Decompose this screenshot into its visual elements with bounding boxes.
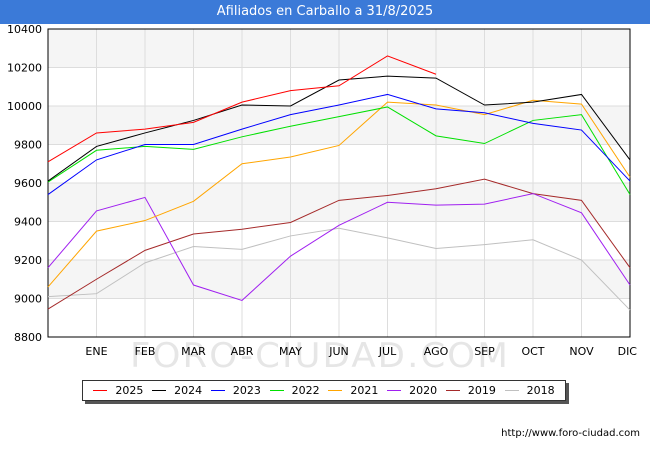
x-tick-label: ABR bbox=[231, 345, 254, 358]
x-tick-label: MAY bbox=[279, 345, 302, 358]
legend-label: 2025 bbox=[115, 384, 144, 397]
legend-item-2021: 2021 bbox=[328, 384, 378, 397]
legend-label: 2019 bbox=[467, 384, 496, 397]
y-tick-label: 10400 bbox=[7, 23, 42, 36]
x-tick-label: SEP bbox=[474, 345, 495, 358]
legend-item-2022: 2022 bbox=[269, 384, 320, 397]
series-line-2022 bbox=[47, 106, 631, 195]
legend-swatch bbox=[210, 390, 225, 391]
legend-swatch bbox=[504, 390, 519, 391]
x-tick-label: JUN bbox=[328, 345, 349, 358]
legend-label: 2021 bbox=[350, 384, 379, 397]
x-axis-ticks: ENE FEB MAR ABR MAY JUN JUL AGO SEP OCT NOV DIC bbox=[85, 345, 637, 358]
series-line-2023 bbox=[47, 93, 631, 195]
plot-frame bbox=[47, 28, 631, 338]
y-tick-label: 9200 bbox=[14, 254, 42, 267]
watermark: FORO-CIUDAD.COM bbox=[130, 336, 510, 376]
legend-item-2018: 2018 bbox=[504, 384, 555, 397]
legend-label: 2018 bbox=[526, 384, 555, 397]
x-tick-label: DIC bbox=[618, 345, 638, 358]
y-tick-label: 10200 bbox=[7, 62, 42, 75]
legend-swatch bbox=[328, 390, 343, 391]
legend-swatch bbox=[93, 390, 108, 391]
legend-swatch bbox=[269, 390, 284, 391]
legend-swatch bbox=[445, 390, 460, 391]
legend-label: 2024 bbox=[174, 384, 203, 397]
legend: 2025 2024 2023 2022 2021 2020 2019 2018 bbox=[82, 380, 566, 401]
x-tick-label: NOV bbox=[569, 345, 594, 358]
series-line-2025 bbox=[47, 55, 437, 163]
legend-item-2025: 2025 bbox=[93, 384, 143, 397]
legend-item-2023: 2023 bbox=[210, 384, 261, 397]
y-tick-label: 9400 bbox=[14, 216, 42, 229]
legend-swatch bbox=[152, 390, 167, 391]
x-tick-label: JUL bbox=[378, 345, 397, 358]
x-tick-label: ENE bbox=[85, 345, 107, 358]
legend-label: 2020 bbox=[409, 384, 438, 397]
y-tick-label: 10000 bbox=[7, 100, 42, 113]
legend-label: 2023 bbox=[232, 384, 261, 397]
series-line-2024 bbox=[47, 75, 631, 182]
source-url: http://www.foro-ciudad.com bbox=[501, 428, 640, 439]
y-axis-ticks: 8800 9000 9200 9400 9600 9800 10000 10200 10400 bbox=[7, 23, 42, 344]
chart-title: Afiliados en Carballo a 31/8/2025 bbox=[0, 0, 650, 24]
legend-item-2020: 2020 bbox=[387, 384, 437, 397]
x-tick-label: AGO bbox=[424, 345, 449, 358]
series-line-2021 bbox=[47, 99, 631, 288]
y-tick-label: 9000 bbox=[14, 293, 42, 306]
y-tick-label: 8800 bbox=[14, 331, 42, 344]
legend-label: 2022 bbox=[291, 384, 320, 397]
series-line-2020 bbox=[47, 193, 631, 301]
x-tick-label: FEB bbox=[135, 345, 156, 358]
legend-item-2024: 2024 bbox=[152, 384, 202, 397]
series-lines bbox=[47, 55, 631, 311]
x-tick-label: MAR bbox=[181, 345, 206, 358]
legend-swatch bbox=[387, 390, 402, 391]
legend-item-2019: 2019 bbox=[445, 384, 496, 397]
series-line-2018 bbox=[47, 227, 631, 311]
y-tick-label: 9600 bbox=[14, 177, 42, 190]
y-tick-label: 9800 bbox=[14, 139, 42, 152]
x-tick-label: OCT bbox=[521, 345, 544, 358]
